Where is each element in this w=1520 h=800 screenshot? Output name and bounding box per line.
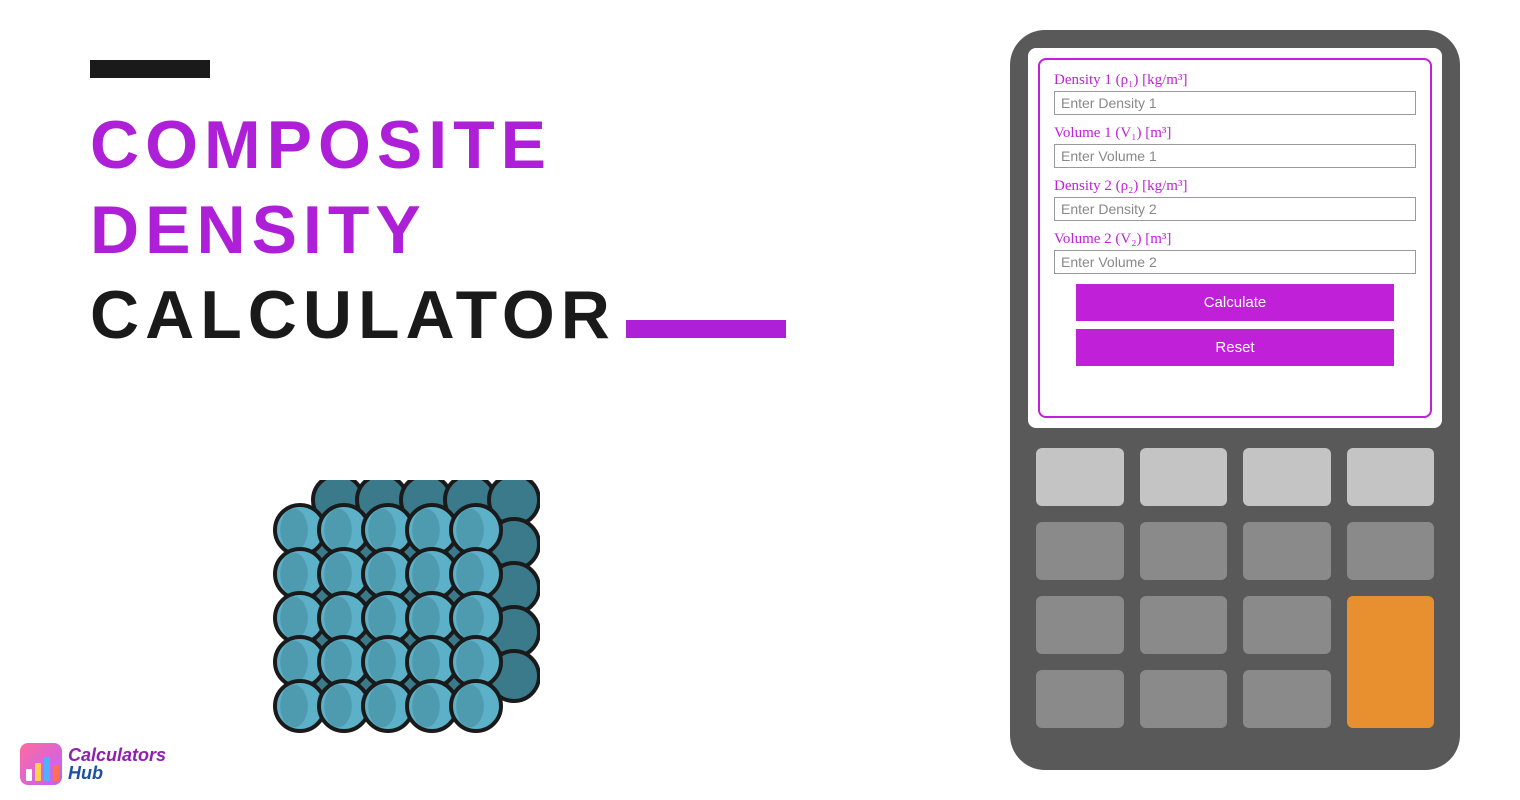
title-line-2: DENSITY (90, 188, 786, 273)
calculator-device: Density 1 (ρ₁) [kg/m³] Volume 1 (V₁) [m³… (1010, 30, 1460, 770)
decorative-underline-bar (626, 320, 786, 338)
keypad-key[interactable] (1347, 448, 1435, 506)
keypad-key[interactable] (1036, 670, 1124, 728)
keypad-key[interactable] (1036, 522, 1124, 580)
reset-button[interactable]: Reset (1076, 329, 1395, 366)
keypad-key[interactable] (1140, 596, 1228, 654)
label-volume1: Volume 1 (V₁) [m³] (1054, 125, 1416, 142)
keypad-key[interactable] (1243, 596, 1331, 654)
brand-logo: Calculators Hub (20, 743, 166, 785)
input-volume2[interactable] (1054, 250, 1416, 274)
decorative-top-bar (90, 60, 210, 78)
calculator-form: Density 1 (ρ₁) [kg/m³] Volume 1 (V₁) [m³… (1038, 58, 1432, 418)
title-line-3: CALCULATOR (90, 277, 616, 353)
input-density2[interactable] (1054, 197, 1416, 221)
calculator-keypad (1028, 448, 1442, 728)
keypad-key[interactable] (1140, 522, 1228, 580)
calculate-button[interactable]: Calculate (1076, 284, 1395, 321)
form-field-volume1: Volume 1 (V₁) [m³] (1054, 125, 1416, 168)
title-line-1: COMPOSITE (90, 103, 786, 188)
label-density2: Density 2 (ρ₂) [kg/m³] (1054, 178, 1416, 195)
form-field-volume2: Volume 2 (V₂) [m³] (1054, 231, 1416, 274)
keypad-key[interactable] (1036, 448, 1124, 506)
logo-text: Calculators Hub (68, 746, 166, 782)
keypad-key[interactable] (1140, 670, 1228, 728)
sphere-cube-graphic (260, 480, 540, 775)
keypad-key[interactable] (1140, 448, 1228, 506)
keypad-key[interactable] (1347, 522, 1435, 580)
title-block: COMPOSITE DENSITY CALCULATOR (90, 60, 786, 358)
keypad-key[interactable] (1243, 522, 1331, 580)
label-density1: Density 1 (ρ₁) [kg/m³] (1054, 72, 1416, 89)
form-field-density2: Density 2 (ρ₂) [kg/m³] (1054, 178, 1416, 221)
input-density1[interactable] (1054, 91, 1416, 115)
keypad-key[interactable] (1243, 670, 1331, 728)
logo-icon (20, 743, 62, 785)
form-field-density1: Density 1 (ρ₁) [kg/m³] (1054, 72, 1416, 115)
keypad-key[interactable] (1243, 448, 1331, 506)
logo-word-hub: Hub (68, 764, 166, 782)
label-volume2: Volume 2 (V₂) [m³] (1054, 231, 1416, 248)
keypad-key[interactable] (1036, 596, 1124, 654)
logo-word-calculators: Calculators (68, 746, 166, 764)
keypad-key-enter[interactable] (1347, 596, 1435, 728)
input-volume1[interactable] (1054, 144, 1416, 168)
calculator-screen: Density 1 (ρ₁) [kg/m³] Volume 1 (V₁) [m³… (1028, 48, 1442, 428)
